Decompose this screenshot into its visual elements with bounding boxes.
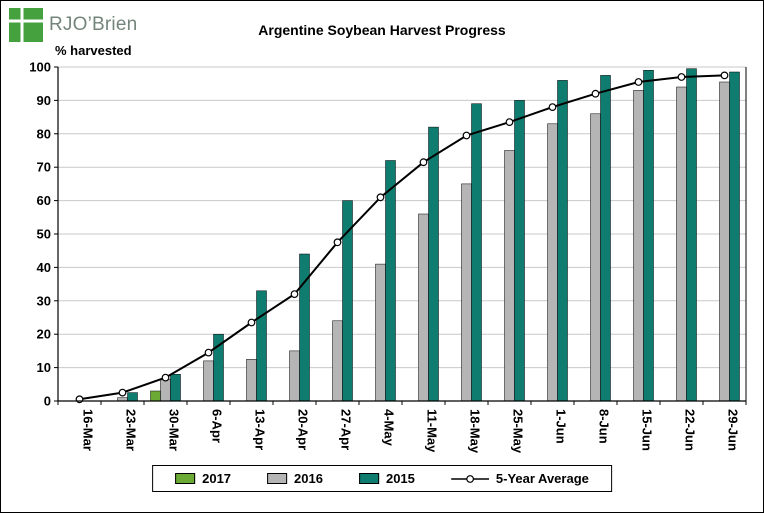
bars-2015 [127,68,740,402]
svg-text:90: 90 [37,93,51,108]
legend-swatch [358,473,379,484]
legend-swatch [175,473,196,484]
legend-item-2017: 2017 [175,471,231,486]
svg-text:29-Jun: 29-Jun [726,409,741,451]
svg-text:13-Apr: 13-Apr [253,409,268,450]
svg-text:16-Mar: 16-Mar [81,409,96,451]
svg-text:8-Jun: 8-Jun [597,409,612,444]
svg-text:40: 40 [37,260,51,275]
svg-text:4-May: 4-May [382,409,397,447]
svg-text:18-May: 18-May [468,409,483,454]
svg-text:27-Apr: 27-Apr [339,409,354,450]
svg-text:60: 60 [37,193,51,208]
svg-text:1-Jun: 1-Jun [554,409,569,444]
chart-title: Argentine Soybean Harvest Progress [258,22,506,38]
legend-item-2015: 2015 [358,471,415,486]
svg-text:50: 50 [37,227,51,242]
five-year-average-line [79,74,725,401]
rjobrien-logo-icon [9,8,43,42]
svg-text:70: 70 [37,160,51,175]
svg-text:22-Jun: 22-Jun [683,409,698,451]
bars-2016 [117,81,730,402]
svg-text:25-May: 25-May [511,409,526,454]
bars-2017 [150,390,161,402]
svg-text:80: 80 [37,126,51,141]
svg-text:0: 0 [44,394,51,409]
svg-text:6-Apr: 6-Apr [210,409,225,443]
svg-text:20: 20 [37,327,51,342]
legend-label: 5-Year Average [495,471,589,486]
five-year-average-markers [75,71,729,404]
x-tick-labels: 16-Mar 23-Mar 30-Mar 6-Apr 13-Apr 20-Apr 27-Ap… [81,409,741,454]
legend-line-marker [450,473,489,485]
rjobrien-logo-text: RJO’Brien [49,14,138,35]
legend-label: 2017 [202,471,232,486]
chart-legend: 2017 2016 2015 5-Year Average [152,465,612,492]
svg-text:15-Jun: 15-Jun [640,409,655,451]
rjobrien-logo-mark-rect [9,8,43,42]
legend-item-2016: 2016 [267,471,323,486]
svg-text:100: 100 [29,60,51,75]
rjobrien-logo: RJO’Brien [9,8,137,42]
legend-item-5-year-average: 5-Year Average [450,471,589,486]
svg-text:23-Mar: 23-Mar [124,409,139,451]
svg-text:10: 10 [37,360,51,375]
legend-label: 2016 [294,471,323,486]
svg-text:11-May: 11-May [425,409,440,453]
svg-text:30-Mar: 30-Mar [167,409,182,451]
legend-swatch [267,473,288,484]
svg-text:20-Apr: 20-Apr [296,409,311,450]
svg-text:30: 30 [37,293,51,308]
y-tick-labels: 0 10 20 30 40 50 60 70 80 90 100 [29,60,58,409]
y-axis-label: % harvested [55,43,132,58]
legend-label: 2015 [385,471,415,486]
gridlines [58,66,746,369]
